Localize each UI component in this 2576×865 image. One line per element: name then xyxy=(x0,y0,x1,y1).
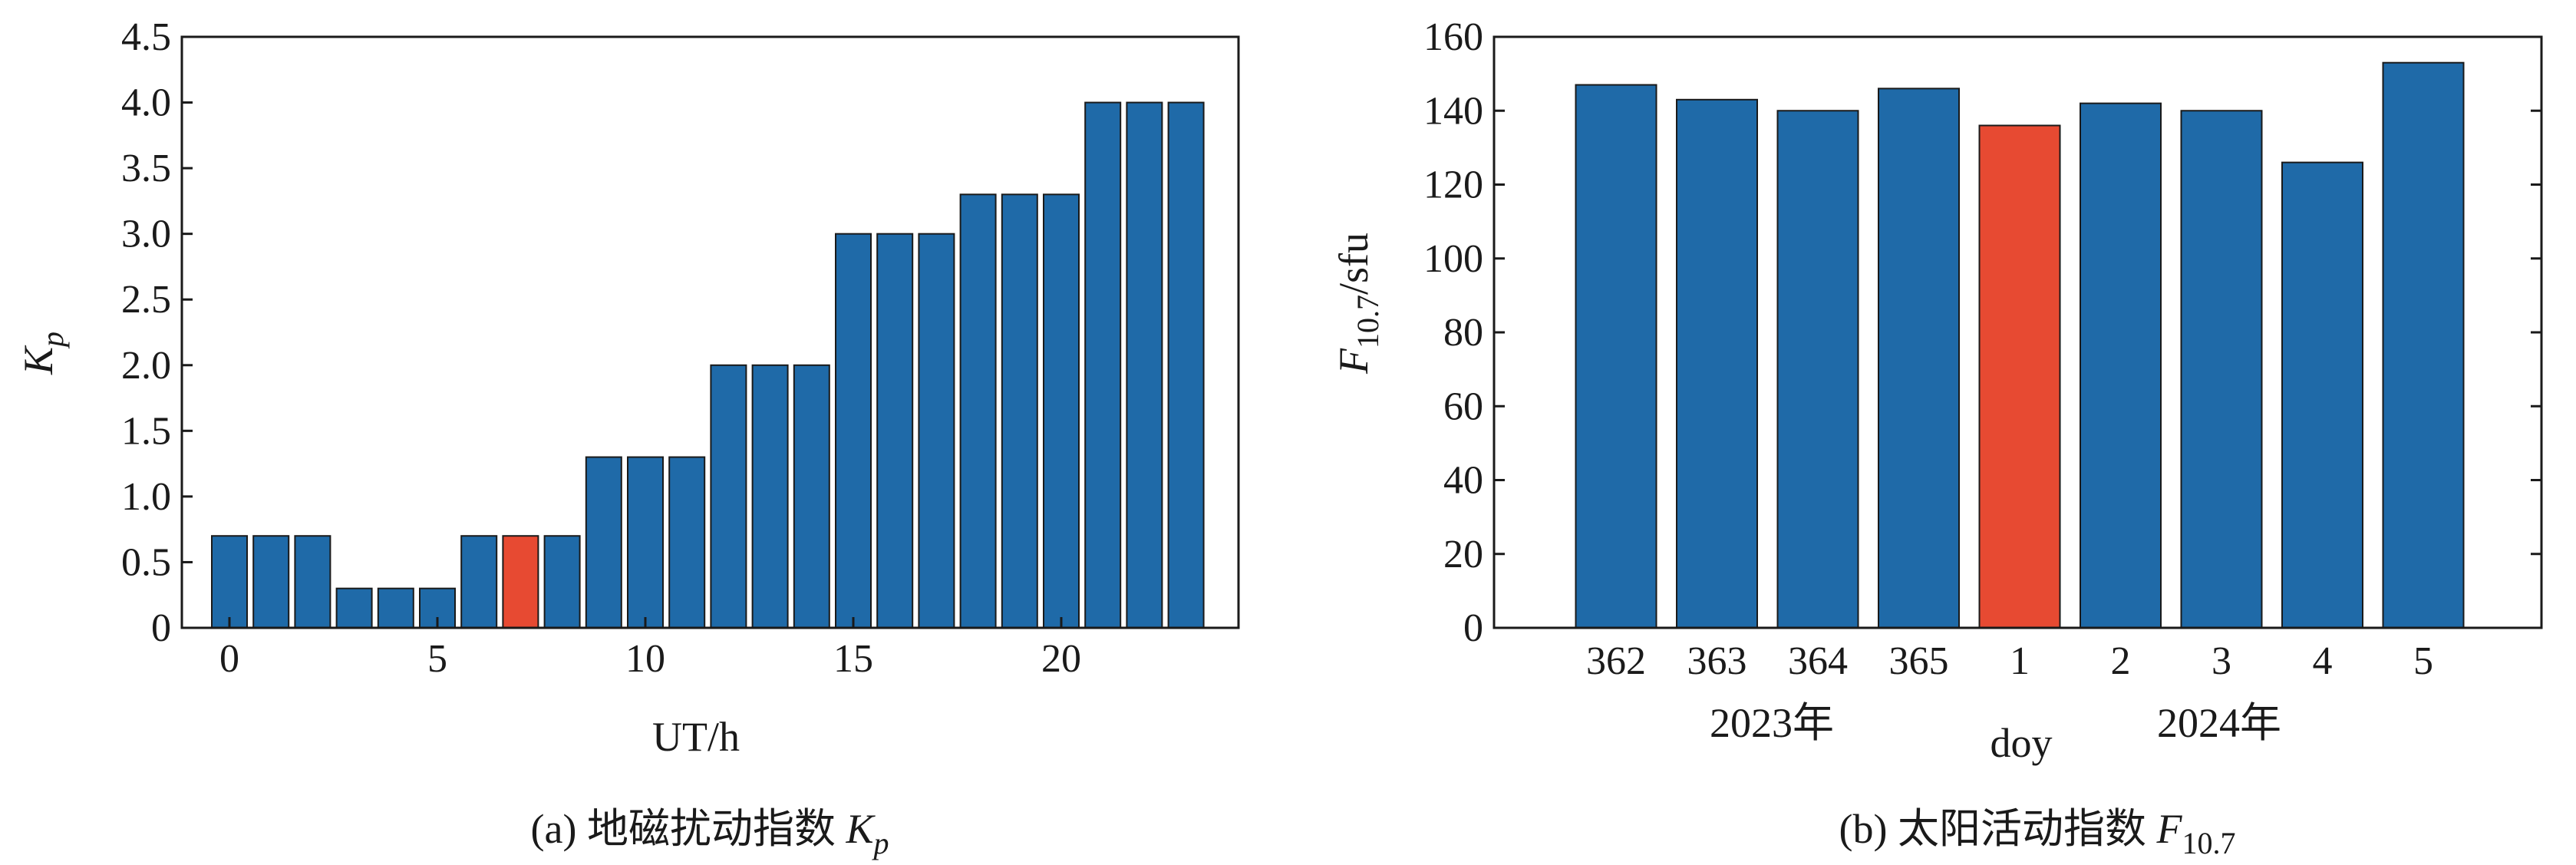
kp-y-tick-label: 1.5 xyxy=(121,409,171,453)
kp-bar xyxy=(876,233,914,629)
kp-bars xyxy=(211,101,1205,629)
f107-bar xyxy=(2180,110,2263,629)
kp-y-tick-label: 4.5 xyxy=(121,15,171,59)
kp-bar xyxy=(502,535,539,629)
kp-y-axis: 0 0.5 1.0 1.5 2.0 2.5 3.0 3.5 4.0 4.5 xyxy=(121,15,193,650)
kp-bar xyxy=(793,364,830,629)
kp-y-tick-label: 3.5 xyxy=(121,147,171,190)
kp-y-tick-label: 0 xyxy=(151,606,171,650)
kp-y-tick-label: 4.0 xyxy=(121,81,171,125)
kp-bar xyxy=(1001,193,1038,629)
f107-bars xyxy=(1575,61,2465,629)
kp-bar xyxy=(543,535,581,629)
f107-y-tick-label: 160 xyxy=(1423,15,1483,59)
f107-y-tick-label: 40 xyxy=(1443,459,1483,503)
kp-bar xyxy=(751,364,789,629)
f107-bar xyxy=(1878,87,1960,629)
f107-bar xyxy=(1676,98,1758,629)
kp-x-tick-label: 10 xyxy=(625,637,665,681)
kp-bar xyxy=(294,535,331,629)
f107-bar xyxy=(2080,102,2162,629)
kp-x-tick-label: 15 xyxy=(833,637,873,681)
kp-y-tick-label: 0.5 xyxy=(121,540,171,584)
f107-x-tick-label: 365 xyxy=(1889,639,1949,683)
f107-x-tick-label: 363 xyxy=(1687,639,1747,683)
kp-bar xyxy=(377,587,414,629)
kp-bar xyxy=(460,535,498,629)
kp-bar xyxy=(335,587,373,629)
f107-year-label-2024: 2024年 xyxy=(2157,700,2281,746)
f107-y-tick-label: 140 xyxy=(1423,89,1483,133)
f107-x-tick-label: 4 xyxy=(2313,639,2333,683)
f107-bar xyxy=(2281,161,2363,629)
kp-bar xyxy=(211,535,248,629)
f107-x-tick-label: 364 xyxy=(1788,639,1848,683)
kp-bar xyxy=(1084,101,1122,629)
f107-y-tick-label: 60 xyxy=(1443,385,1483,428)
kp-y-axis-label: Kp xyxy=(15,332,70,375)
kp-y-tick-label: 1.0 xyxy=(121,475,171,519)
f107-y-tick-label: 100 xyxy=(1423,237,1483,281)
f107-bar xyxy=(2382,61,2465,629)
f107-x-tick-label: 5 xyxy=(2413,639,2433,683)
f107-y-tick-label: 120 xyxy=(1423,163,1483,207)
kp-bar xyxy=(252,535,290,629)
kp-bar xyxy=(710,364,747,629)
kp-x-tick-label: 0 xyxy=(219,637,239,681)
f107-caption: (b) 太阳活动指数 F10.7 xyxy=(1839,806,2236,860)
f107-x-tick-label: 362 xyxy=(1586,639,1646,683)
kp-y-tick-label: 2.0 xyxy=(121,344,171,388)
kp-plot-frame xyxy=(180,35,1240,629)
f107-bar xyxy=(1575,84,1657,629)
f107-x-tick-label: 3 xyxy=(2212,639,2231,683)
f107-y-tick-label: 0 xyxy=(1463,606,1483,650)
f107-y-axis: 0 20 40 60 80 100 120 140 160 xyxy=(1423,15,2541,650)
f107-y-axis-label: F10.7/sfu xyxy=(1331,233,1385,375)
chart-kp: 0 0.5 1.0 1.5 2.0 2.5 3.0 3.5 4.0 4.5 0 5 10 15 20 Kp… xyxy=(15,15,1240,860)
kp-bar xyxy=(668,456,706,629)
kp-bar xyxy=(918,233,955,629)
kp-x-tick-label: 5 xyxy=(427,637,447,681)
kp-bar xyxy=(1167,101,1205,629)
kp-y-tick-label: 2.5 xyxy=(121,278,171,322)
kp-y-tick-label: 3.0 xyxy=(121,213,171,256)
kp-bar xyxy=(585,456,622,629)
f107-year-label-2023: 2023年 xyxy=(1710,700,1834,746)
kp-bar xyxy=(959,193,997,629)
f107-bar xyxy=(1776,110,1859,629)
kp-x-axis: 0 5 10 15 20 xyxy=(219,617,1081,681)
kp-bar xyxy=(1126,101,1163,629)
kp-bar xyxy=(1043,193,1080,629)
kp-bar xyxy=(627,456,664,629)
f107-y-tick-label: 20 xyxy=(1443,533,1483,576)
f107-x-tick-label: 1 xyxy=(2010,639,2030,683)
kp-caption: (a) 地磁扰动指数 Kp xyxy=(531,806,889,860)
f107-x-axis: 362 363 364 365 1 2 3 4 5 xyxy=(1586,639,2433,683)
f107-x-tick-label: 2 xyxy=(2111,639,2131,683)
f107-x-axis-label: doy xyxy=(1991,720,2053,766)
f107-y-tick-label: 80 xyxy=(1443,311,1483,355)
kp-x-axis-label: UT/h xyxy=(652,714,740,760)
kp-x-tick-label: 20 xyxy=(1041,637,1081,681)
f107-bar xyxy=(1978,124,2061,629)
kp-bar xyxy=(835,233,872,629)
